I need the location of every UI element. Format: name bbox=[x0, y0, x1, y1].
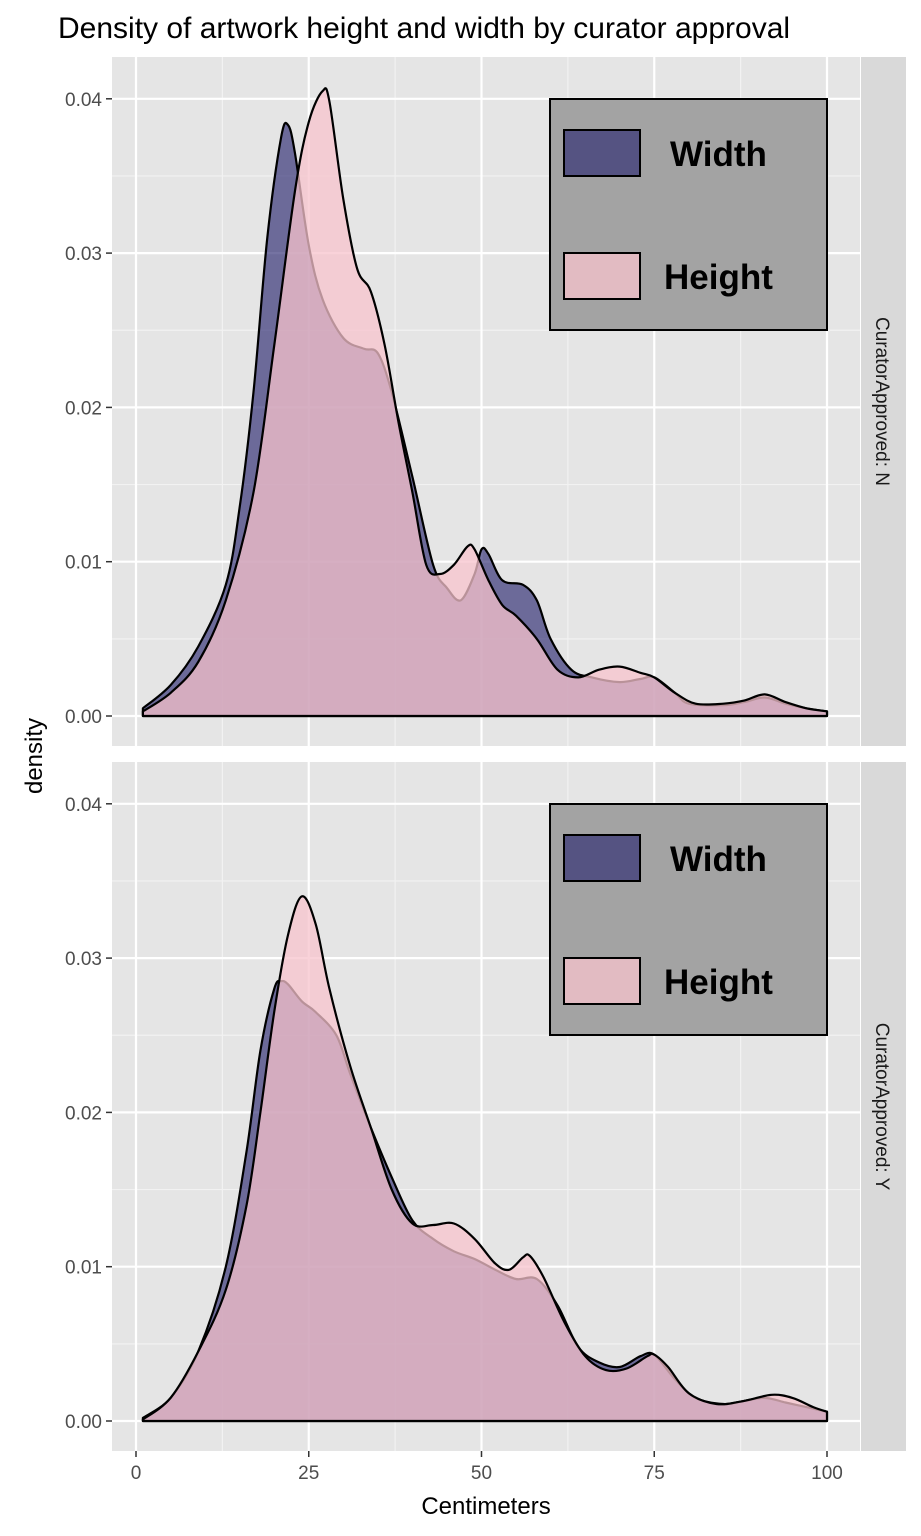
y-tick-label: 0.02 bbox=[65, 398, 102, 419]
y-tick-label: 0.01 bbox=[65, 1258, 102, 1279]
legend-key-width bbox=[563, 129, 641, 177]
facet-strip bbox=[861, 762, 906, 1451]
x-tick-label: 50 bbox=[471, 1463, 492, 1484]
x-axis: 0 25 50 75 100 bbox=[131, 1451, 843, 1484]
x-tick-label: 75 bbox=[644, 1463, 665, 1484]
y-tick-label: 0.00 bbox=[65, 707, 102, 728]
panels: 0.00 0.01 0.02 0.03 0.04 CuratorApproved: N Wi… bbox=[65, 57, 906, 1484]
facet-strip-label: CuratorApproved: N bbox=[871, 317, 892, 486]
legend-key-height bbox=[563, 252, 641, 300]
panel-2: 0.00 0.01 0.02 0.03 0.04 CuratorApproved: Y Wi… bbox=[65, 762, 906, 1451]
panel-1: 0.00 0.01 0.02 0.03 0.04 CuratorApproved: N Wi… bbox=[65, 57, 906, 746]
y-tick-label: 0.00 bbox=[65, 1412, 102, 1433]
y-tick-label: 0.04 bbox=[65, 795, 102, 816]
y-axis-title: density bbox=[21, 718, 48, 794]
x-tick-label: 0 bbox=[131, 1463, 142, 1484]
y-tick-label: 0.01 bbox=[65, 553, 102, 574]
facet-strip bbox=[861, 57, 906, 746]
x-axis-title: Centimeters bbox=[421, 1493, 550, 1520]
facet-strip-label: CuratorApproved: Y bbox=[871, 1023, 892, 1191]
legend-label-width: Width bbox=[670, 135, 767, 174]
legend-key-height bbox=[563, 957, 641, 1005]
density-outline-height bbox=[141, 87, 829, 718]
x-tick-label: 25 bbox=[298, 1463, 319, 1484]
y-tick-label: 0.04 bbox=[65, 90, 102, 111]
legend-label-width: Width bbox=[670, 840, 767, 879]
density-outline-height bbox=[141, 895, 829, 1423]
legend-key-width bbox=[563, 834, 641, 882]
density-area-height bbox=[142, 896, 827, 1421]
y-tick-label: 0.02 bbox=[65, 1103, 102, 1124]
legend-label-height: Height bbox=[664, 258, 773, 297]
y-tick-label: 0.03 bbox=[65, 949, 102, 970]
y-tick-label: 0.03 bbox=[65, 244, 102, 265]
x-tick-label: 100 bbox=[811, 1463, 843, 1484]
chart-title: Density of artwork height and width by c… bbox=[58, 12, 790, 45]
density-area-height bbox=[142, 88, 827, 716]
legend-label-height: Height bbox=[664, 963, 773, 1002]
